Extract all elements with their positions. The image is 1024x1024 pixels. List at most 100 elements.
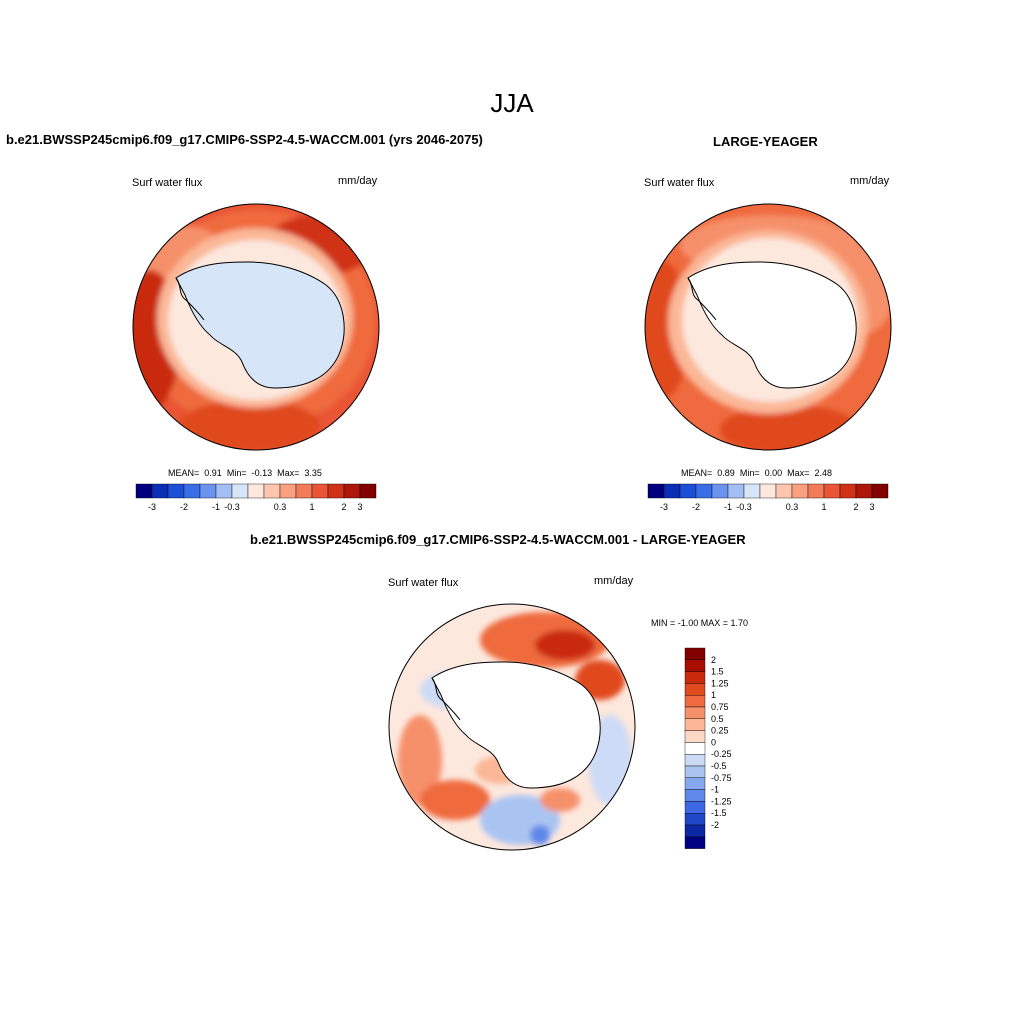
- colorbar-box: [684, 706, 706, 720]
- colorbar-tick-label: -2: [180, 502, 188, 512]
- colorbar-tick-label: 3: [357, 502, 362, 512]
- colorbar-tick-label: -2: [692, 502, 700, 512]
- colorbar-box: [663, 483, 681, 499]
- colorbar-tick-label: 0.25: [711, 726, 729, 736]
- colorbar-box: [684, 824, 706, 838]
- diff-units-label: mm/day: [594, 575, 634, 587]
- colorbar-box: [684, 671, 706, 684]
- colorbar-box: [684, 754, 706, 767]
- left-colorbar: -3 -2 -1 -0.3 0.3 1 2 3: [135, 483, 377, 512]
- colorbar-box: [684, 801, 706, 814]
- colorbar-tick-label: -0.3: [224, 502, 240, 512]
- colorbar-box: [311, 483, 329, 499]
- diff-variable-label: Surf water flux: [388, 577, 459, 589]
- right-map-border: [644, 203, 892, 451]
- page-title: JJA: [490, 88, 534, 118]
- colorbar-box: [295, 483, 313, 499]
- colorbar-box: [684, 659, 706, 672]
- right-units-label: mm/day: [850, 175, 890, 187]
- left-map: [133, 204, 379, 450]
- colorbar-box: [695, 483, 713, 499]
- colorbar-box: [263, 483, 281, 499]
- colorbar-box: [684, 836, 706, 849]
- colorbar-tick-label: -0.5: [711, 761, 727, 771]
- colorbar-box: [327, 483, 345, 499]
- colorbar-box: [215, 483, 233, 499]
- colorbar-box: [839, 483, 857, 499]
- left-units-label: mm/day: [338, 175, 378, 187]
- colorbar-tick-label: 0.75: [711, 702, 729, 712]
- colorbar-box: [711, 483, 729, 499]
- colorbar-tick-label: 0.3: [786, 502, 799, 512]
- colorbar-tick-label: -1: [711, 785, 719, 795]
- colorbar-box: [247, 483, 265, 499]
- left-stats: MEAN= 0.91 Min= -0.13 Max= 3.35: [168, 468, 322, 478]
- colorbar-box: [151, 483, 169, 499]
- colorbar-tick-label: -0.3: [736, 502, 752, 512]
- diff-panel-title: b.e21.BWSSP245cmip6.f09_g17.CMIP6-SSP2-4…: [250, 532, 746, 547]
- colorbar-tick-label: 3: [869, 502, 874, 512]
- colorbar-tick-label: -3: [148, 502, 156, 512]
- colorbar-tick-label: -0.25: [711, 749, 732, 759]
- colorbar-box: [684, 718, 706, 731]
- colorbar-box: [279, 483, 297, 499]
- colorbar-box: [679, 483, 697, 499]
- diff-map-border: [388, 603, 636, 851]
- colorbar-box: [684, 683, 706, 696]
- colorbar-tick-label: -1.5: [711, 808, 727, 818]
- colorbar-box: [684, 742, 706, 755]
- diff-map: [389, 604, 635, 850]
- colorbar-box: [727, 483, 745, 499]
- colorbar-tick-label: -1: [212, 502, 220, 512]
- colorbar-tick-label: -3: [660, 502, 668, 512]
- colorbar-box: [791, 483, 809, 499]
- colorbar-tick-label: -1: [724, 502, 732, 512]
- colorbar-tick-label: 1: [711, 690, 716, 700]
- left-variable-label: Surf water flux: [132, 177, 203, 189]
- right-colorbar: -3 -2 -1 -0.3 0.3 1 2 3: [647, 483, 889, 512]
- colorbar-box: [684, 765, 706, 779]
- left-map-border: [132, 203, 380, 451]
- colorbar-box: [135, 483, 153, 499]
- colorbar-box: [359, 483, 377, 499]
- colorbar-box: [684, 813, 706, 826]
- colorbar-tick-label: -2: [711, 820, 719, 830]
- colorbar-box: [183, 483, 201, 499]
- colorbar-box: [684, 695, 706, 708]
- colorbar-box: [807, 483, 825, 499]
- colorbar-box: [684, 730, 706, 743]
- colorbar-box: [684, 777, 706, 790]
- colorbar-tick-label: 0.5: [711, 714, 724, 724]
- colorbar-tick-label: 1: [821, 502, 826, 512]
- right-map: [645, 204, 891, 450]
- colorbar-tick-label: 1.5: [711, 667, 724, 677]
- colorbar-box: [871, 483, 889, 499]
- colorbar-box: [231, 483, 249, 499]
- diff-minmax: MIN = -1.00 MAX = 1.70: [651, 618, 749, 628]
- colorbar-tick-label: -1.25: [711, 796, 732, 806]
- colorbar-tick-label: 2: [853, 502, 858, 512]
- colorbar-box: [684, 647, 706, 661]
- colorbar-tick-label: 1.25: [711, 678, 729, 688]
- colorbar-box: [167, 483, 185, 499]
- colorbar-box: [199, 483, 217, 499]
- colorbar-tick-label: 2: [711, 655, 716, 665]
- diff-colorbar: 21.51.2510.750.50.250-0.25-0.5-0.75-1-1.…: [684, 647, 732, 849]
- right-stats: MEAN= 0.89 Min= 0.00 Max= 2.48: [681, 468, 832, 478]
- colorbar-tick-label: 2: [341, 502, 346, 512]
- left-panel-title: b.e21.BWSSP245cmip6.f09_g17.CMIP6-SSP2-4…: [6, 132, 483, 147]
- colorbar-box: [684, 789, 706, 802]
- colorbar-box: [743, 483, 761, 499]
- right-panel-title: LARGE-YEAGER: [713, 134, 818, 149]
- colorbar-box: [775, 483, 793, 499]
- colorbar-box: [647, 483, 665, 499]
- colorbar-box: [823, 483, 841, 499]
- colorbar-box: [343, 483, 361, 499]
- colorbar-box: [759, 483, 777, 499]
- colorbar-tick-label: 0: [711, 737, 716, 747]
- colorbar-tick-label: -0.75: [711, 773, 732, 783]
- colorbar-tick-label: 0.3: [274, 502, 287, 512]
- colorbar-box: [855, 483, 873, 499]
- right-variable-label: Surf water flux: [644, 177, 715, 189]
